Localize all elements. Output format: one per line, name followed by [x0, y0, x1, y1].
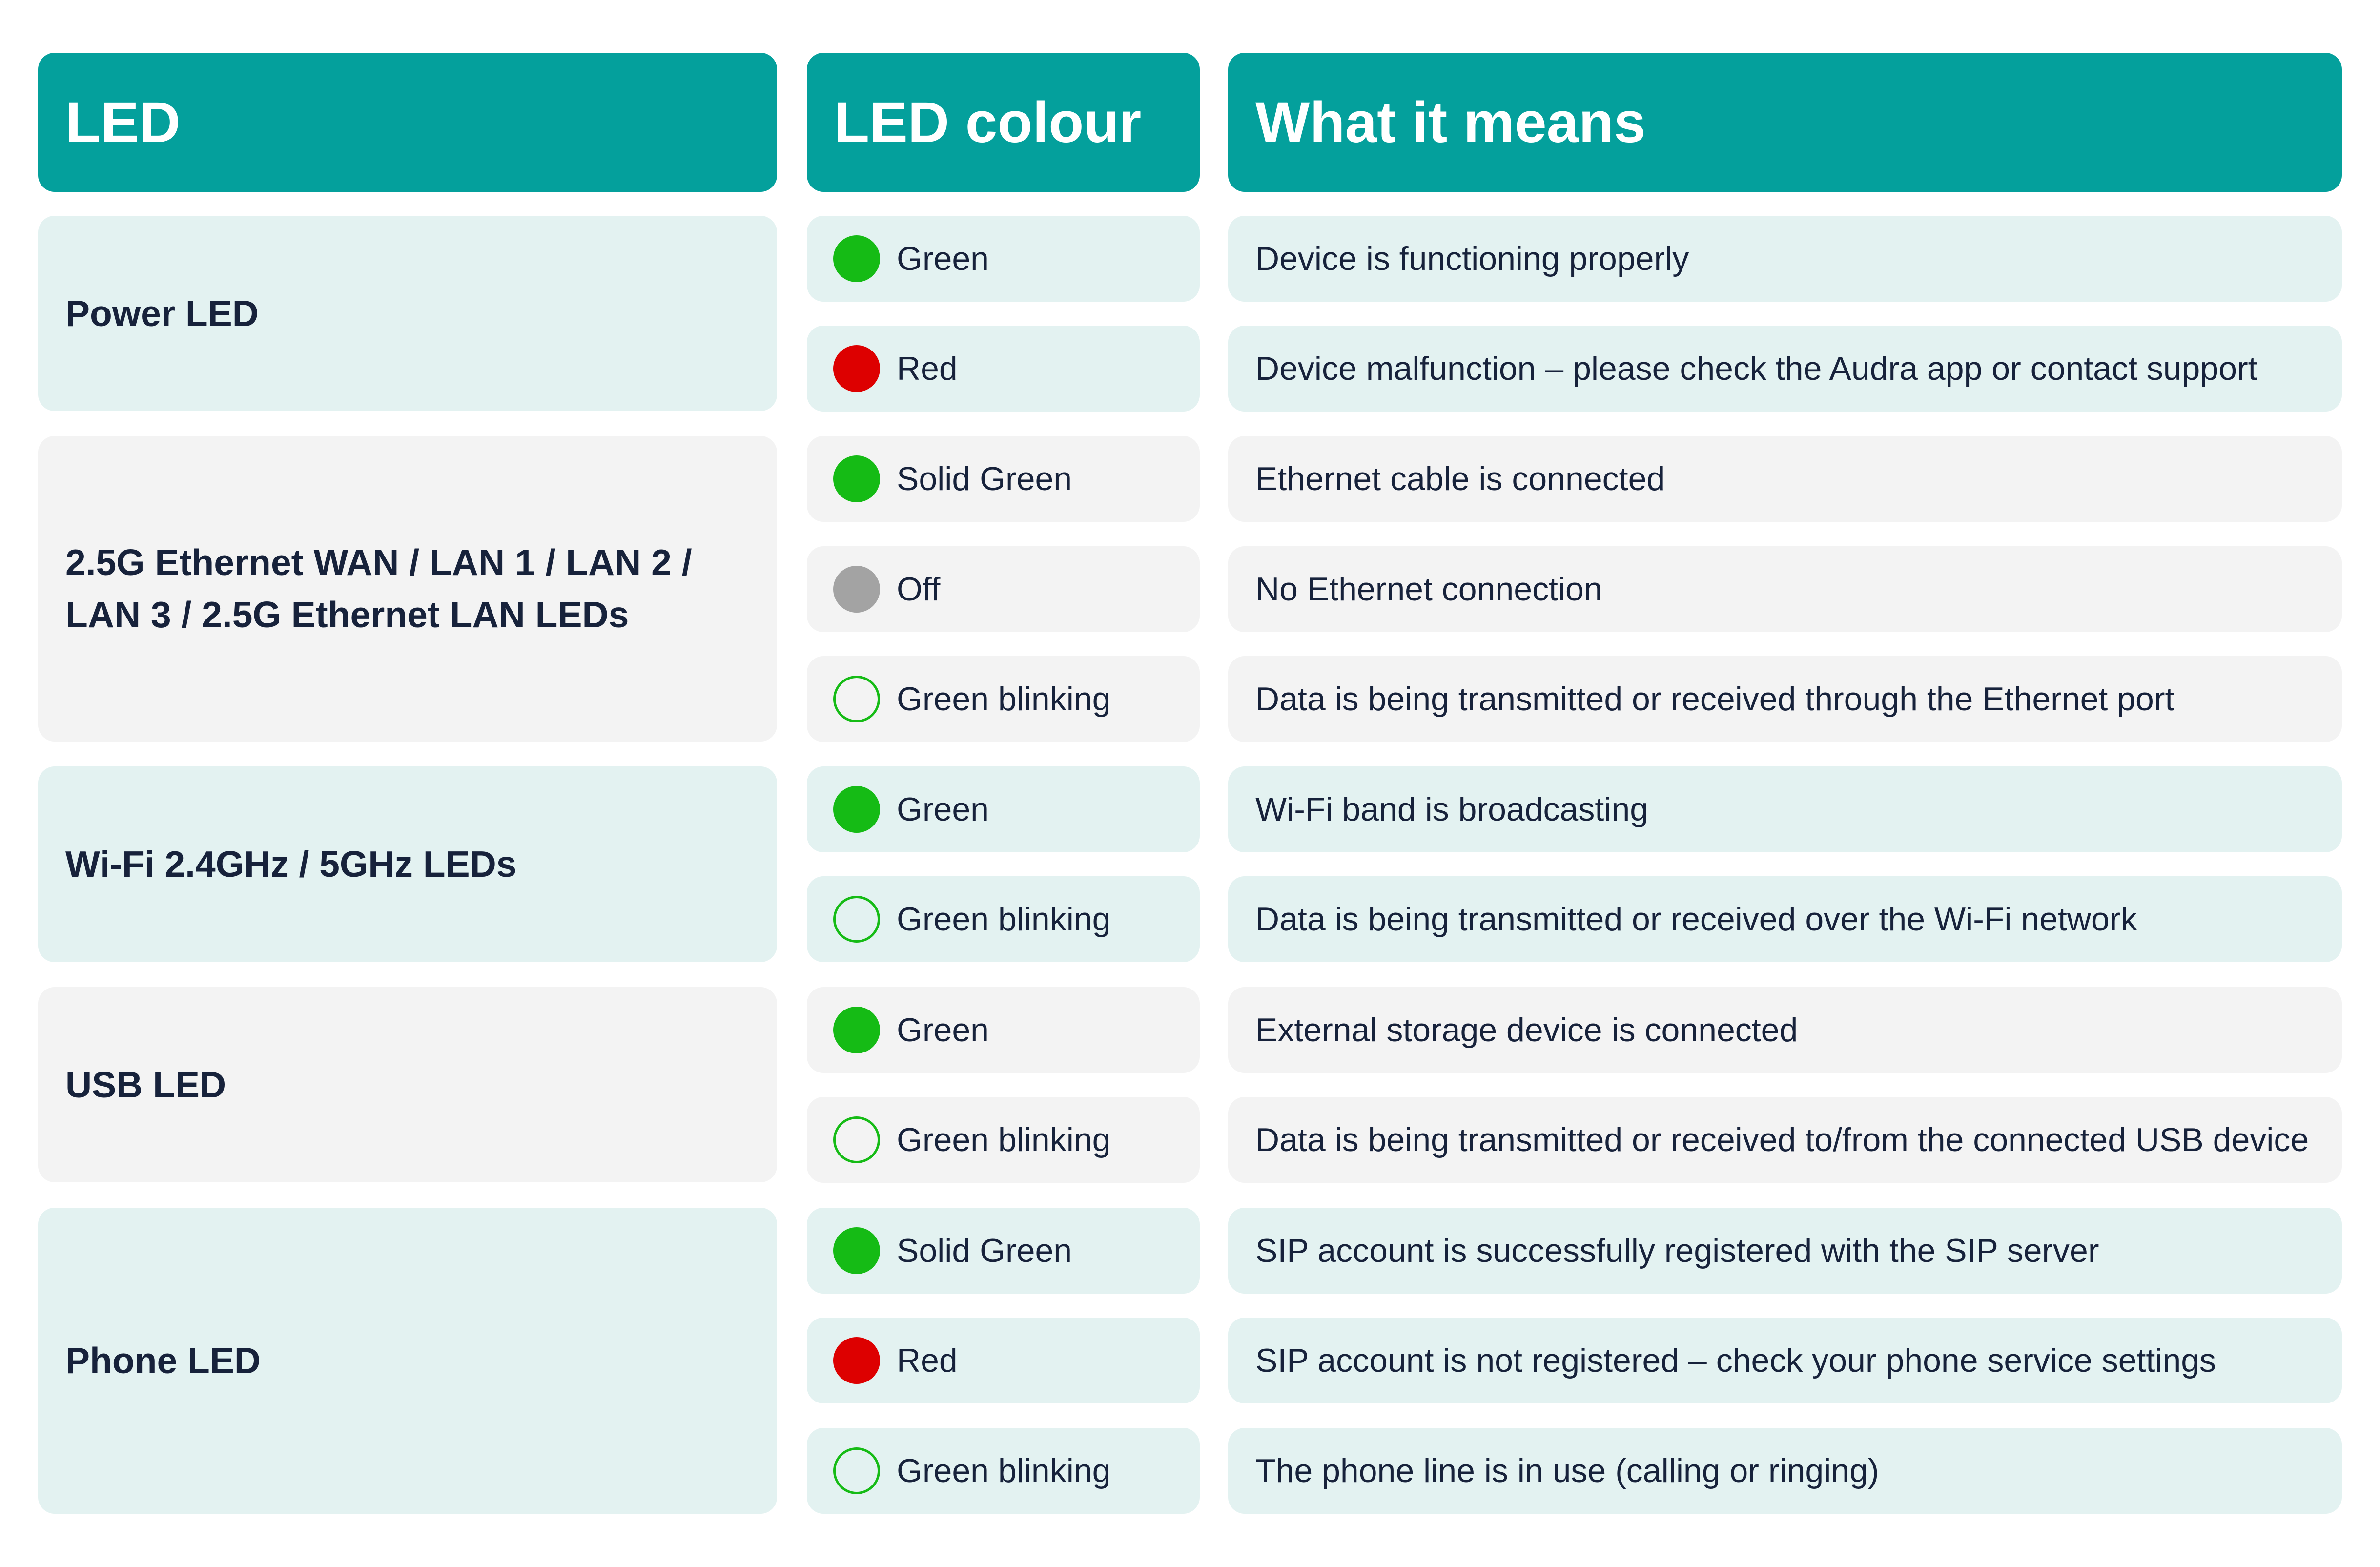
- colour-cell: Green: [807, 766, 1200, 852]
- colour-label: Solid Green: [897, 1232, 1072, 1269]
- header-what-it-means-label: What it means: [1255, 90, 1646, 155]
- meaning-cell: No Ethernet connection: [1228, 546, 2342, 632]
- meaning-cell: Data is being transmitted or received th…: [1228, 656, 2342, 742]
- meaning-text: Wi-Fi band is broadcasting: [1255, 791, 1649, 828]
- led-name-wifi: Wi-Fi 2.4GHz / 5GHz LEDs: [38, 766, 777, 962]
- colour-label: Solid Green: [897, 460, 1072, 497]
- colour-cell: Green: [807, 987, 1200, 1073]
- meaning-text: The phone line is in use (calling or rin…: [1255, 1452, 1879, 1489]
- colour-cell: Solid Green: [807, 1208, 1200, 1294]
- meaning-text: SIP account is not registered – check yo…: [1255, 1342, 2216, 1379]
- blinking-led-indicator-icon: [833, 1116, 880, 1163]
- meaning-text: Device malfunction – please check the Au…: [1255, 350, 2257, 387]
- colour-label: Off: [897, 571, 941, 608]
- meaning-cell: The phone line is in use (calling or rin…: [1228, 1428, 2342, 1514]
- meaning-text: Device is functioning properly: [1255, 240, 1689, 277]
- red-led-indicator-icon: [833, 345, 880, 392]
- led-name-line: LAN 3 / 2.5G Ethernet LAN LEDs: [65, 594, 629, 635]
- green-led-indicator-icon: [833, 786, 880, 833]
- led-name-usb: USB LED: [38, 987, 777, 1182]
- led-name-label: Power LED: [65, 292, 259, 334]
- colour-label: Red: [897, 1342, 958, 1379]
- colour-cell: Off: [807, 546, 1200, 632]
- meaning-text: Ethernet cable is connected: [1255, 460, 1665, 497]
- header-led-label: LED: [65, 90, 181, 155]
- colour-cell: Green: [807, 216, 1200, 302]
- header-led-colour-label: LED colour: [834, 90, 1142, 155]
- colour-cell: Green blinking: [807, 1428, 1200, 1514]
- led-name-label: Phone LED: [65, 1340, 261, 1381]
- colour-cell: Red: [807, 1318, 1200, 1403]
- green-led-indicator-icon: [833, 455, 880, 502]
- meaning-cell: SIP account is successfully registered w…: [1228, 1208, 2342, 1294]
- blinking-led-indicator-icon: [833, 676, 880, 722]
- blinking-led-indicator-icon: [833, 896, 880, 943]
- blinking-led-indicator-icon: [833, 1447, 880, 1494]
- meaning-text: Data is being transmitted or received th…: [1255, 680, 2175, 718]
- meaning-text: Data is being transmitted or received to…: [1255, 1121, 2309, 1158]
- off-led-indicator-icon: [833, 566, 880, 613]
- meaning-cell: External storage device is connected: [1228, 987, 2342, 1073]
- led-name-label: USB LED: [65, 1064, 226, 1105]
- colour-cell: Solid Green: [807, 436, 1200, 522]
- meaning-cell: Data is being transmitted or received ov…: [1228, 876, 2342, 962]
- colour-cell: Green blinking: [807, 1097, 1200, 1183]
- led-name-power: Power LED: [38, 216, 777, 411]
- led-name-label: 2.5G Ethernet WAN / LAN 1 / LAN 2 / LAN …: [65, 536, 692, 641]
- led-name-line: 2.5G Ethernet WAN / LAN 1 / LAN 2 /: [65, 542, 692, 583]
- meaning-cell: SIP account is not registered – check yo…: [1228, 1318, 2342, 1403]
- meaning-cell: Device is functioning properly: [1228, 216, 2342, 302]
- colour-label: Green: [897, 240, 989, 277]
- led-name-phone: Phone LED: [38, 1208, 777, 1514]
- header-led-colour: LED colour: [807, 53, 1200, 192]
- header-what-it-means: What it means: [1228, 53, 2342, 192]
- colour-label: Green blinking: [897, 680, 1111, 718]
- colour-label: Green: [897, 1011, 989, 1049]
- green-led-indicator-icon: [833, 235, 880, 282]
- red-led-indicator-icon: [833, 1337, 880, 1384]
- meaning-text: SIP account is successfully registered w…: [1255, 1232, 2099, 1269]
- meaning-text: Data is being transmitted or received ov…: [1255, 901, 2137, 938]
- meaning-cell: Wi-Fi band is broadcasting: [1228, 766, 2342, 852]
- colour-label: Green blinking: [897, 1452, 1111, 1489]
- colour-label: Red: [897, 350, 958, 387]
- meaning-cell: Ethernet cable is connected: [1228, 436, 2342, 522]
- colour-label: Green blinking: [897, 901, 1111, 938]
- led-name-ethernet: 2.5G Ethernet WAN / LAN 1 / LAN 2 / LAN …: [38, 436, 777, 742]
- header-led: LED: [38, 53, 777, 192]
- green-led-indicator-icon: [833, 1007, 880, 1053]
- meaning-cell: Device malfunction – please check the Au…: [1228, 326, 2342, 412]
- colour-cell: Red: [807, 326, 1200, 412]
- colour-label: Green blinking: [897, 1121, 1111, 1158]
- colour-cell: Green blinking: [807, 656, 1200, 742]
- colour-cell: Green blinking: [807, 876, 1200, 962]
- meaning-text: External storage device is connected: [1255, 1011, 1798, 1049]
- led-name-label: Wi-Fi 2.4GHz / 5GHz LEDs: [65, 844, 517, 885]
- colour-label: Green: [897, 791, 989, 828]
- green-led-indicator-icon: [833, 1227, 880, 1274]
- meaning-text: No Ethernet connection: [1255, 571, 1602, 608]
- meaning-cell: Data is being transmitted or received to…: [1228, 1097, 2342, 1183]
